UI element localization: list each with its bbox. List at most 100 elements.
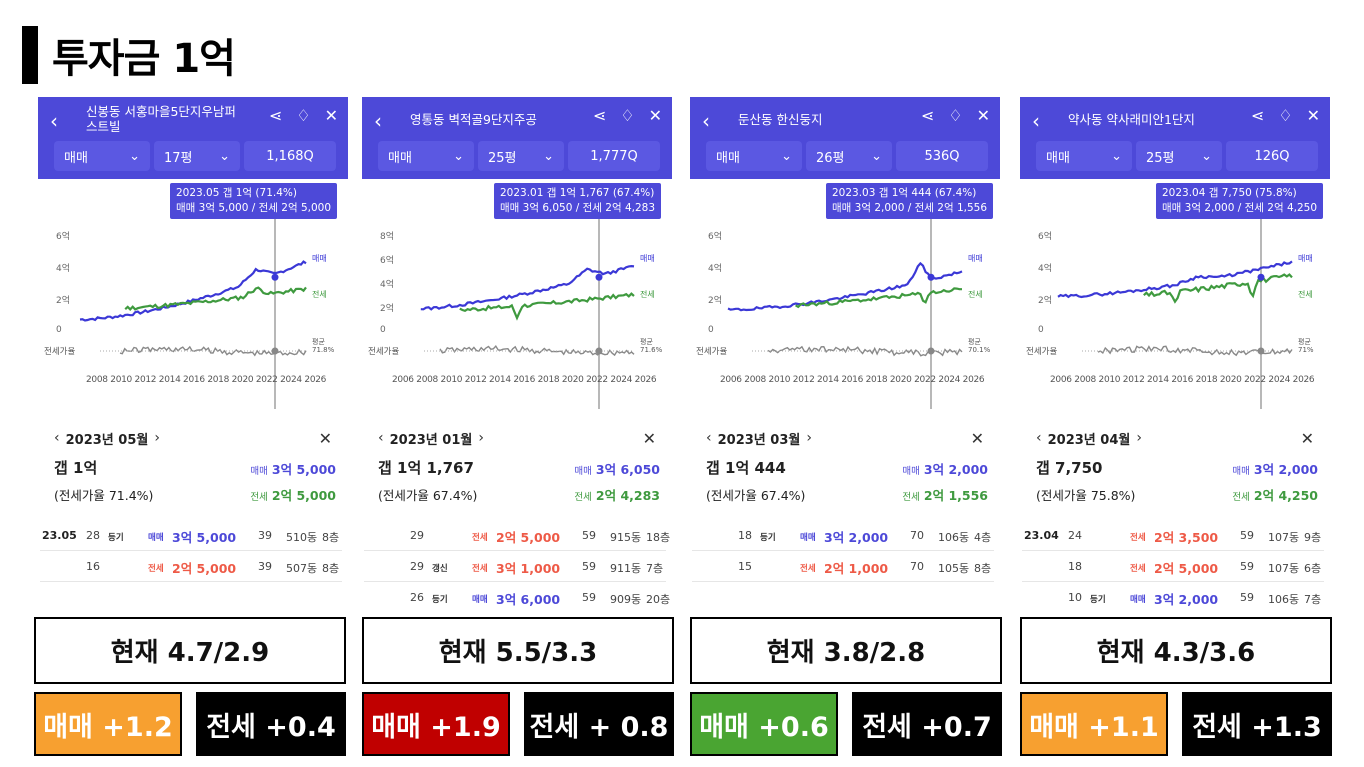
size-value: 17평 bbox=[164, 150, 193, 166]
transaction-row[interactable]: 18 등기 매매 3억 2,000 70 106동 4층 bbox=[692, 521, 994, 551]
tx-floor: 4층 bbox=[974, 531, 992, 544]
jeonse-price-line bbox=[1143, 273, 1293, 304]
tx-area: 59 bbox=[1240, 529, 1254, 542]
transaction-row[interactable]: 23.05 28 등기 매매 3억 5,000 39 510동 8층 bbox=[40, 521, 342, 551]
cursor-line[interactable] bbox=[930, 189, 932, 409]
type-select[interactable]: 매매 ⌄ bbox=[54, 141, 150, 171]
y-axis-label: 0 bbox=[380, 325, 386, 335]
close-icon[interactable]: ✕ bbox=[318, 428, 332, 448]
close-icon[interactable]: ✕ bbox=[1300, 428, 1314, 448]
chevron-down-icon: ⌄ bbox=[453, 148, 464, 164]
listing-count: 126 bbox=[1254, 148, 1280, 164]
jeonse-price-value: 2억 4,283 bbox=[595, 488, 660, 503]
close-icon[interactable]: ✕ bbox=[648, 106, 662, 125]
next-month-icon[interactable]: › bbox=[478, 430, 484, 446]
trade-price-value: 3억 2,000 bbox=[923, 462, 988, 477]
jeonse-keyword: 전세 bbox=[902, 492, 920, 503]
bell-icon[interactable]: ♢ bbox=[296, 106, 311, 125]
y-axis-label: 8억 bbox=[380, 232, 395, 242]
chevron-left-icon[interactable]: ‹ bbox=[1032, 109, 1040, 133]
tx-price: 3억 2,000 bbox=[824, 530, 889, 545]
search-button[interactable]: 536 Q bbox=[896, 141, 988, 171]
transaction-row[interactable]: 15 전세 2억 1,000 70 105동 8층 bbox=[692, 552, 994, 582]
ratio-label: 전세가율 bbox=[696, 347, 728, 357]
prev-month-icon[interactable]: ‹ bbox=[378, 430, 384, 446]
average-label: 평균 bbox=[1298, 338, 1311, 346]
close-icon[interactable]: ✕ bbox=[642, 428, 656, 448]
cursor-dot bbox=[927, 347, 935, 355]
transaction-row[interactable]: 10 등기 매매 3억 2,000 59 106동 7층 bbox=[1022, 583, 1324, 612]
tx-dong: 107동 bbox=[1268, 531, 1300, 544]
transaction-row[interactable]: 18 전세 2억 5,000 59 107동 6층 bbox=[1022, 552, 1324, 582]
size-select[interactable]: 26평 ⌄ bbox=[806, 141, 892, 171]
tx-area: 59 bbox=[1240, 560, 1254, 573]
close-icon[interactable]: ✕ bbox=[324, 106, 338, 125]
size-select[interactable]: 25평 ⌄ bbox=[1136, 141, 1222, 171]
prev-month-icon[interactable]: ‹ bbox=[1036, 430, 1042, 446]
search-icon: Q bbox=[949, 148, 960, 164]
bell-icon[interactable]: ♢ bbox=[620, 106, 635, 125]
selected-month: 2023년 04월 bbox=[1047, 432, 1131, 448]
size-value: 26평 bbox=[816, 150, 845, 166]
jeonse-series-label: 전세 bbox=[1298, 290, 1313, 299]
chevron-left-icon[interactable]: ‹ bbox=[374, 109, 382, 133]
cursor-line[interactable] bbox=[274, 189, 276, 409]
listing-count: 536 bbox=[924, 148, 950, 164]
close-icon[interactable]: ✕ bbox=[976, 106, 990, 125]
y-axis-label: 2억 bbox=[380, 304, 395, 314]
header-icons: ⋖ ♢ ✕ bbox=[593, 106, 662, 125]
close-icon[interactable]: ✕ bbox=[1306, 106, 1320, 125]
transaction-row[interactable]: 29 전세 2억 5,000 59 915동 18층 bbox=[364, 521, 670, 551]
transaction-row[interactable]: 26 등기 매매 3억 6,000 59 909동 20층 bbox=[364, 583, 670, 612]
average-label: 평균 bbox=[640, 338, 653, 346]
type-select[interactable]: 매매 ⌄ bbox=[706, 141, 802, 171]
cursor-line[interactable] bbox=[1260, 189, 1262, 409]
chevron-left-icon[interactable]: ‹ bbox=[702, 109, 710, 133]
transaction-row[interactable]: 29 갱신 전세 3억 1,000 59 911동 7층 bbox=[364, 552, 666, 582]
share-icon[interactable]: ⋖ bbox=[268, 106, 283, 125]
tx-area: 59 bbox=[582, 529, 596, 542]
share-icon[interactable]: ⋖ bbox=[1250, 106, 1265, 125]
transaction-row[interactable]: 23.04 24 전세 2억 3,500 59 107동 9층 bbox=[1022, 521, 1324, 551]
search-button[interactable]: 126 Q bbox=[1226, 141, 1318, 171]
trade-price-value: 3억 5,000 bbox=[271, 462, 336, 477]
tx-dong: 510동 bbox=[286, 531, 318, 544]
share-icon[interactable]: ⋖ bbox=[592, 106, 607, 125]
trade-series-label: 매매 bbox=[1298, 254, 1313, 263]
share-icon[interactable]: ⋖ bbox=[920, 106, 935, 125]
search-button[interactable]: 1,777 Q bbox=[568, 141, 660, 171]
chevron-left-icon[interactable]: ‹ bbox=[50, 109, 58, 133]
jeonse-price-line bbox=[459, 292, 635, 321]
transaction-row[interactable]: 16 전세 2억 5,000 39 507동 8층 bbox=[40, 552, 342, 582]
bell-icon[interactable]: ♢ bbox=[1278, 106, 1293, 125]
tx-day: 26 bbox=[410, 591, 424, 604]
close-icon[interactable]: ✕ bbox=[970, 428, 984, 448]
ratio-label: 전세가율 bbox=[368, 347, 400, 357]
chart-tooltip: 2023.01 갭 1억 1,767 (67.4%) 매매 3억 6,050 / … bbox=[494, 183, 662, 219]
jeonse-price-value: 2억 4,250 bbox=[1253, 488, 1318, 503]
ratio-label: 전세가율 bbox=[1026, 347, 1058, 357]
tx-dong: 105동 bbox=[938, 562, 970, 575]
search-button[interactable]: 1,168 Q bbox=[244, 141, 336, 171]
gap-value: 갭 1억 bbox=[54, 459, 98, 477]
prev-month-icon[interactable]: ‹ bbox=[706, 430, 712, 446]
next-month-icon[interactable]: › bbox=[154, 430, 160, 446]
listing-count: 1,168 bbox=[266, 148, 304, 164]
y-axis-label: 0 bbox=[1038, 325, 1044, 335]
next-month-icon[interactable]: › bbox=[806, 430, 812, 446]
size-select[interactable]: 17평 ⌄ bbox=[154, 141, 240, 171]
apt-header: ‹ 영통동 벽적골9단지주공 ⋖ ♢ ✕ 매매 ⌄ 25평 ⌄ 1,777 Q bbox=[362, 97, 672, 179]
jeonse-keyword: 전세 bbox=[574, 492, 592, 503]
apt-name: 신봉동 서홍마을5단지우남퍼스트빌 bbox=[86, 104, 236, 134]
tx-price: 3억 6,000 bbox=[496, 592, 561, 607]
type-select[interactable]: 매매 ⌄ bbox=[378, 141, 474, 171]
type-select[interactable]: 매매 ⌄ bbox=[1036, 141, 1132, 171]
tx-day: 10 bbox=[1068, 591, 1082, 604]
prev-month-icon[interactable]: ‹ bbox=[54, 430, 60, 446]
size-select[interactable]: 25평 ⌄ bbox=[478, 141, 564, 171]
tx-kind: 전세 bbox=[472, 564, 488, 574]
tx-kind: 전세 bbox=[800, 564, 816, 574]
next-month-icon[interactable]: › bbox=[1136, 430, 1142, 446]
bell-icon[interactable]: ♢ bbox=[948, 106, 963, 125]
tx-dong: 107동 bbox=[1268, 562, 1300, 575]
